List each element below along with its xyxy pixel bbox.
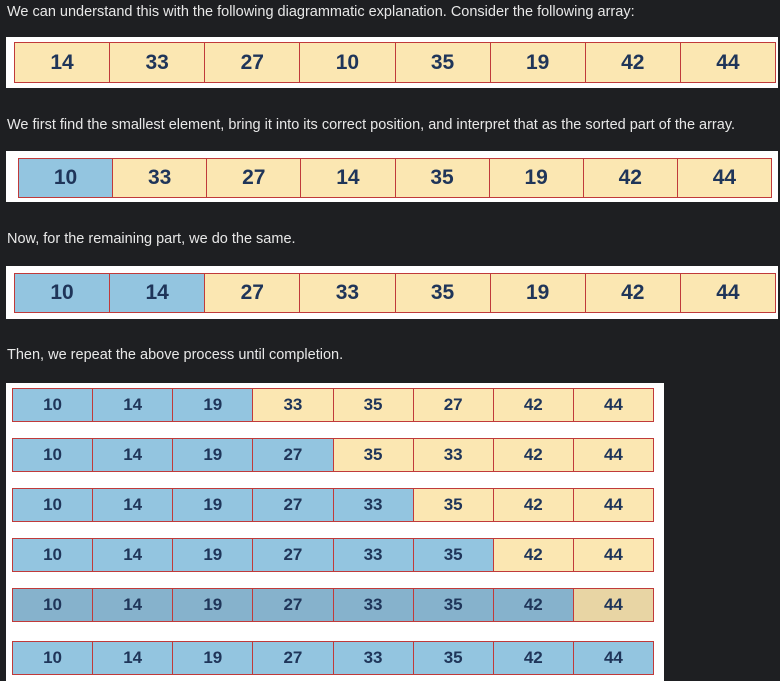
array-cell: 14 <box>92 439 173 471</box>
steps-panel: 10 14 19 33 35 27 42 44 10 14 19 27 35 33 42 44 10 14 19… <box>6 383 664 681</box>
array-cell: 14 <box>92 489 173 521</box>
initial-array-panel: 14 33 27 10 35 19 42 44 <box>6 37 778 88</box>
array-cell: 19 <box>488 159 583 197</box>
steps-array-4: 10 14 19 27 33 35 42 44 <box>12 538 654 572</box>
array-cell: 19 <box>172 539 253 571</box>
array-cell: 27 <box>412 389 493 421</box>
array-cell: 35 <box>332 389 413 421</box>
array-cell: 19 <box>172 389 253 421</box>
array-cell: 33 <box>112 159 207 197</box>
array-cell: 19 <box>172 489 253 521</box>
array-cell: 10 <box>299 43 395 82</box>
array-cell: 33 <box>332 489 413 521</box>
array-cell: 44 <box>676 159 771 197</box>
array-cell: 10 <box>19 159 113 197</box>
array-cell: 10 <box>13 489 93 521</box>
array-cell: 10 <box>13 439 93 471</box>
array-cell: 10 <box>13 642 93 674</box>
remaining-text: Now, for the remaining part, we do the s… <box>7 231 296 247</box>
array-cell: 44 <box>572 539 653 571</box>
array-cell: 27 <box>252 439 333 471</box>
array-cell: 14 <box>92 642 173 674</box>
array-cell: 10 <box>13 389 93 421</box>
array-cell: 14 <box>92 539 173 571</box>
array-cell: 27 <box>252 539 333 571</box>
array-cell: 27 <box>206 159 301 197</box>
array-cell: 33 <box>252 389 333 421</box>
array-cell: 42 <box>582 159 677 197</box>
array-cell: 35 <box>412 589 493 621</box>
array-cell: 42 <box>492 642 573 674</box>
array-cell: 33 <box>299 274 395 312</box>
array-cell: 14 <box>92 389 173 421</box>
array-cell: 14 <box>300 159 395 197</box>
array-cell: 19 <box>172 439 253 471</box>
array-cell: 42 <box>584 274 680 312</box>
initial-array: 14 33 27 10 35 19 42 44 <box>14 42 776 83</box>
array-cell: 33 <box>109 43 205 82</box>
array-cell: 42 <box>492 589 573 621</box>
array-cell: 44 <box>572 389 653 421</box>
array-cell: 35 <box>412 489 493 521</box>
array-cell: 19 <box>172 589 253 621</box>
array-cell: 44 <box>572 489 653 521</box>
step2-array: 10 14 27 33 35 19 42 44 <box>14 273 776 313</box>
array-cell: 42 <box>492 539 573 571</box>
array-cell: 27 <box>204 43 300 82</box>
array-cell: 35 <box>394 43 490 82</box>
array-cell: 35 <box>332 439 413 471</box>
array-cell: 10 <box>13 539 93 571</box>
array-cell: 19 <box>489 274 585 312</box>
array-cell: 42 <box>492 489 573 521</box>
array-cell: 10 <box>15 274 110 312</box>
first-step-text: We first find the smallest element, brin… <box>7 117 736 133</box>
array-cell: 14 <box>109 274 205 312</box>
array-cell: 44 <box>679 274 775 312</box>
steps-array-3: 10 14 19 27 33 35 42 44 <box>12 488 654 522</box>
array-cell: 44 <box>572 642 653 674</box>
array-cell: 27 <box>252 642 333 674</box>
array-cell: 42 <box>492 439 573 471</box>
array-cell: 35 <box>394 274 490 312</box>
array-cell: 42 <box>584 43 680 82</box>
step1-array-panel: 10 33 27 14 35 19 42 44 <box>6 151 778 202</box>
steps-array-2: 10 14 19 27 35 33 42 44 <box>12 438 654 472</box>
array-cell: 44 <box>679 43 775 82</box>
array-cell: 33 <box>412 439 493 471</box>
array-cell: 14 <box>15 43 110 82</box>
array-cell: 19 <box>172 642 253 674</box>
steps-array-6: 10 14 19 27 33 35 42 44 <box>12 641 654 675</box>
array-cell: 42 <box>492 389 573 421</box>
array-cell: 27 <box>204 274 300 312</box>
array-cell: 33 <box>332 539 413 571</box>
step1-array: 10 33 27 14 35 19 42 44 <box>18 158 772 198</box>
array-cell: 10 <box>13 589 93 621</box>
array-cell: 44 <box>572 439 653 471</box>
step2-array-panel: 10 14 27 33 35 19 42 44 <box>6 266 778 319</box>
array-cell: 33 <box>332 589 413 621</box>
array-cell: 27 <box>252 489 333 521</box>
steps-array-1: 10 14 19 33 35 27 42 44 <box>12 388 654 422</box>
array-cell: 19 <box>489 43 585 82</box>
array-cell: 14 <box>92 589 173 621</box>
array-cell: 35 <box>394 159 489 197</box>
array-cell: 44 <box>572 589 653 621</box>
array-cell: 33 <box>332 642 413 674</box>
steps-array-5: 10 14 19 27 33 35 42 44 <box>12 588 654 622</box>
intro-text: We can understand this with the followin… <box>7 4 635 20</box>
array-cell: 35 <box>412 642 493 674</box>
array-cell: 35 <box>412 539 493 571</box>
array-cell: 27 <box>252 589 333 621</box>
repeat-text: Then, we repeat the above process until … <box>7 347 344 363</box>
